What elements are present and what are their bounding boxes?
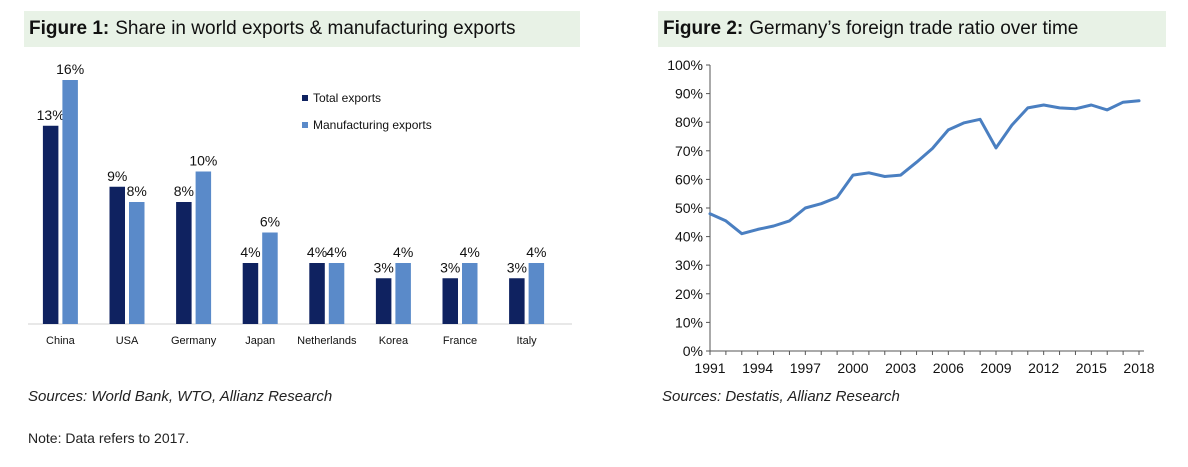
data-label: 3%: [507, 259, 527, 275]
x-tick-label: 2000: [837, 360, 868, 376]
bar-manufacturing-usa: [129, 202, 145, 324]
trade-ratio-line: [708, 99, 1141, 236]
x-tick-label: 1997: [790, 360, 821, 376]
bar-manufacturing-korea: [395, 263, 411, 324]
data-label: 3%: [440, 259, 460, 275]
bar-manufacturing-japan: [262, 232, 278, 324]
data-label: 8%: [127, 183, 147, 199]
bar-total-korea: [375, 278, 392, 324]
y-tick-label: 30%: [675, 257, 703, 273]
data-label: 16%: [56, 61, 84, 77]
category-label: France: [443, 335, 477, 347]
x-tick-label: 1994: [742, 360, 773, 376]
y-tick-label: 10%: [675, 314, 703, 330]
y-tick-label: 60%: [675, 171, 703, 187]
line-chart-svg: 0% 10% 20% 30% 40% 50% 60% 70% 80% 90% 100% 1991 199…: [667, 57, 1155, 376]
data-label: 10%: [189, 153, 217, 169]
category-label: USA: [116, 335, 139, 347]
bar-manufacturing-france: [462, 263, 478, 324]
y-tick-label: 0%: [683, 343, 703, 359]
bar-manufacturing-china: [62, 80, 78, 324]
bar-manufacturing-germany: [195, 171, 212, 324]
y-tick-label: 100%: [667, 57, 703, 73]
bar-manufacturing-netherlands: [328, 263, 345, 324]
data-label: 6%: [260, 214, 280, 230]
data-label: 4%: [393, 244, 413, 260]
figure2-number: Figure 2:: [663, 18, 744, 39]
y-tick-label: 70%: [675, 143, 703, 159]
x-tick-label: 2003: [885, 360, 916, 376]
figure1-source: Sources: World Bank, WTO, Allianz Resear…: [28, 388, 333, 405]
y-tick-label: 20%: [675, 286, 703, 302]
bar-manufacturing-italy: [528, 263, 545, 324]
legend-swatch-manufacturing: [302, 122, 308, 128]
figure1-note: Note: Data refers to 2017.: [28, 430, 190, 446]
figure2-title: Germany’s foreign trade ratio over time: [749, 18, 1079, 39]
data-label: 13%: [37, 107, 65, 123]
bar-total-china: [42, 125, 59, 324]
x-tick-label: 2018: [1123, 360, 1154, 376]
bar-total-usa: [109, 186, 125, 324]
bar-chart-svg: 13%16%China9%8%USA8%10%Germany4%6%Japan4…: [28, 61, 572, 347]
figure1-number: Figure 1:: [29, 18, 110, 39]
figure1-header: Figure 1: Share in world exports & manuf…: [24, 11, 580, 47]
bar-total-france: [442, 278, 458, 324]
legend-swatch-total: [302, 95, 308, 101]
figure1-title: Share in world exports & manufacturing e…: [115, 18, 516, 39]
data-label: 4%: [326, 244, 346, 260]
y-tick-label: 90%: [675, 86, 703, 102]
bar-total-netherlands: [309, 263, 325, 324]
y-tick-label: 50%: [675, 200, 703, 216]
y-tick-label: 40%: [675, 229, 703, 245]
data-label: 9%: [107, 168, 127, 184]
bar-total-japan: [242, 263, 259, 324]
data-label: 4%: [240, 244, 260, 260]
data-label: 4%: [460, 244, 480, 260]
category-label: Germany: [171, 335, 217, 347]
data-label: 8%: [174, 183, 194, 199]
category-label: Korea: [379, 335, 409, 347]
figure2-source: Sources: Destatis, Allianz Research: [662, 388, 900, 405]
category-label: Netherlands: [297, 335, 357, 347]
figure2-chart: 0% 10% 20% 30% 40% 50% 60% 70% 80% 90% 100% 1991 199…: [658, 47, 1166, 387]
figure1-chart: 13% 16% China 9% 8% USA 8% 10% Germany 4% 6% Japan 4…: [24, 47, 580, 358]
category-label: Japan: [245, 335, 275, 347]
data-label: 3%: [374, 259, 394, 275]
legend-label: Manufacturing exports: [313, 118, 432, 132]
data-label: 4%: [307, 244, 327, 260]
category-label: Italy: [517, 335, 538, 347]
x-tick-label: 2012: [1028, 360, 1059, 376]
x-tick-label: 2015: [1076, 360, 1107, 376]
legend-label: Total exports: [313, 91, 381, 105]
bar-total-germany: [176, 202, 192, 324]
y-tick-label: 80%: [675, 114, 703, 130]
x-tick-label: 1991: [694, 360, 725, 376]
figure2-header: Figure 2: Germany’s foreign trade ratio …: [658, 11, 1166, 47]
category-label: China: [46, 335, 76, 347]
x-tick-label: 2009: [980, 360, 1011, 376]
bar-total-italy: [509, 278, 525, 324]
data-label: 4%: [526, 244, 546, 260]
x-tick-label: 2006: [933, 360, 964, 376]
